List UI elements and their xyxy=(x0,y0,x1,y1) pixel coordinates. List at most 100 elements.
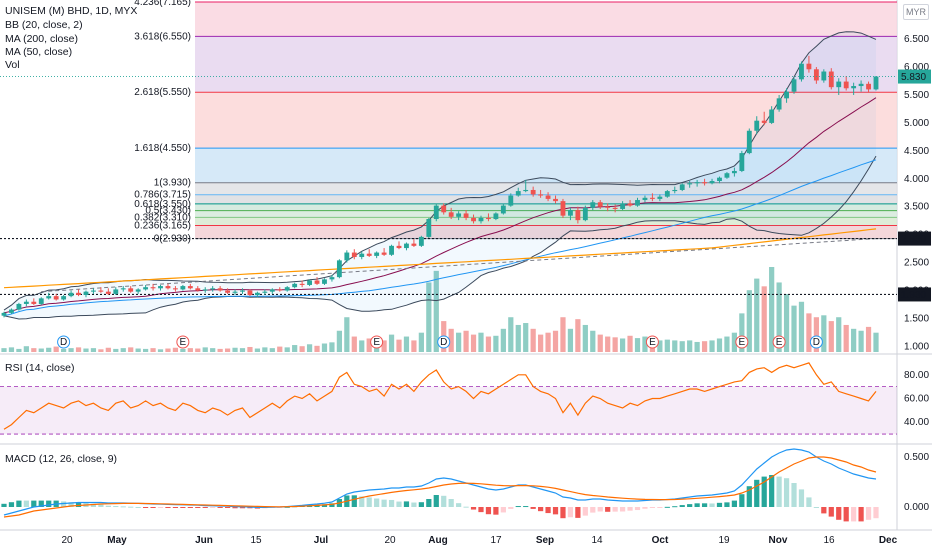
macd-histogram-bar xyxy=(411,502,417,507)
rsi-tick-label: 80.00 xyxy=(904,370,929,381)
volume-bar xyxy=(746,290,752,352)
macd-histogram-bar xyxy=(813,507,819,508)
fib-zone xyxy=(195,1,897,37)
volume-bar xyxy=(195,348,201,352)
dividend-marker-label: D xyxy=(60,337,67,348)
candle-up xyxy=(135,289,141,292)
candle-up xyxy=(642,197,648,201)
macd-histogram-bar xyxy=(701,503,708,507)
volume-bar xyxy=(627,335,633,352)
volume-bar xyxy=(851,328,857,352)
candle-up xyxy=(709,181,715,184)
candle-up xyxy=(664,191,670,197)
macd-histogram-bar xyxy=(105,505,111,507)
macd-histogram-bar xyxy=(247,507,253,509)
candle-up xyxy=(9,309,14,313)
price-tick-label: 6.500 xyxy=(904,34,929,45)
volume-bar xyxy=(552,330,559,352)
volume-bar xyxy=(187,348,193,352)
fib-label: 0.786(3.715) xyxy=(134,190,191,201)
volume-bar xyxy=(538,334,544,352)
volume-bar xyxy=(83,348,89,352)
candle-up xyxy=(493,213,499,220)
volume-bar xyxy=(523,323,529,352)
candle-down xyxy=(105,291,111,294)
price-tick-label: 4.000 xyxy=(904,174,929,185)
candle-up xyxy=(336,260,342,278)
rsi-band-fill xyxy=(0,386,897,435)
volume-bar xyxy=(61,348,67,352)
candle-up xyxy=(515,191,521,196)
candle-up xyxy=(284,287,290,291)
horizontal-level-label: 2.930 xyxy=(901,234,926,245)
candle-down xyxy=(366,253,372,256)
candle-up xyxy=(620,203,626,209)
volume-bar xyxy=(634,338,641,352)
candle-down xyxy=(866,83,871,90)
volume-bar xyxy=(336,330,342,352)
volume-bar xyxy=(53,346,59,352)
macd-histogram-bar xyxy=(597,507,603,512)
macd-histogram-bar xyxy=(664,506,670,508)
volume-bar xyxy=(754,278,760,352)
candle-up xyxy=(635,200,640,206)
candle-up xyxy=(1,312,7,316)
time-tick-label: Jun xyxy=(195,535,213,546)
macd-histogram-bar xyxy=(739,494,745,507)
fib-zone xyxy=(195,194,897,204)
time-tick-label: 20 xyxy=(384,535,396,546)
candle-up xyxy=(158,286,163,289)
macd-histogram-bar xyxy=(232,507,238,509)
candle-up xyxy=(180,286,186,290)
macd-histogram-bar xyxy=(165,507,171,508)
macd-histogram-bar xyxy=(128,506,134,508)
candle-down xyxy=(165,286,171,289)
candle-up xyxy=(404,243,409,249)
candle-down xyxy=(441,205,447,213)
candle-up xyxy=(739,153,745,171)
macd-histogram-bar xyxy=(776,476,782,507)
macd-histogram-bar xyxy=(366,497,372,507)
price-tick-label: 5.500 xyxy=(904,90,929,101)
volume-bar xyxy=(858,330,864,352)
macd-histogram-bar xyxy=(61,501,67,507)
macd-signal-line xyxy=(3,456,877,518)
candle-down xyxy=(195,288,201,291)
macd-histogram-bar xyxy=(456,503,462,507)
candle-down xyxy=(612,207,618,209)
price-tick-label: 2.500 xyxy=(904,258,929,269)
dividend-marker xyxy=(57,335,71,349)
candle-up xyxy=(23,301,29,304)
earnings-marker xyxy=(176,335,190,349)
macd-histogram-bar xyxy=(359,496,365,507)
candle-down xyxy=(761,120,767,123)
volume-bar xyxy=(619,338,626,352)
candle-up xyxy=(322,279,327,284)
volume-bar xyxy=(269,348,275,352)
macd-histogram-bar xyxy=(619,507,626,512)
macd-histogram-bar xyxy=(575,507,581,518)
macd-histogram-bar xyxy=(150,507,156,508)
candle-up xyxy=(254,292,260,296)
volume-bar xyxy=(873,332,879,352)
volume-bar xyxy=(68,348,74,352)
time-tick-label: 19 xyxy=(718,535,730,546)
candle-down xyxy=(247,290,253,296)
candle-up xyxy=(113,289,119,294)
candle-up xyxy=(83,291,89,296)
time-tick-label: May xyxy=(107,535,127,546)
macd-histogram-bar xyxy=(791,483,797,507)
macd-histogram-bar xyxy=(508,507,514,509)
macd-histogram-bar xyxy=(821,507,827,514)
macd-histogram-bar xyxy=(396,501,402,507)
macd-histogram-bar xyxy=(649,507,656,508)
macd-histogram-bar xyxy=(746,486,752,507)
candle-up xyxy=(329,277,335,280)
candle-down xyxy=(560,201,566,216)
candle-down xyxy=(277,289,283,291)
macd-histogram-bar xyxy=(321,504,328,507)
volume-bar xyxy=(217,348,223,352)
volume-bar xyxy=(172,347,179,352)
macd-histogram-bar xyxy=(716,502,723,507)
